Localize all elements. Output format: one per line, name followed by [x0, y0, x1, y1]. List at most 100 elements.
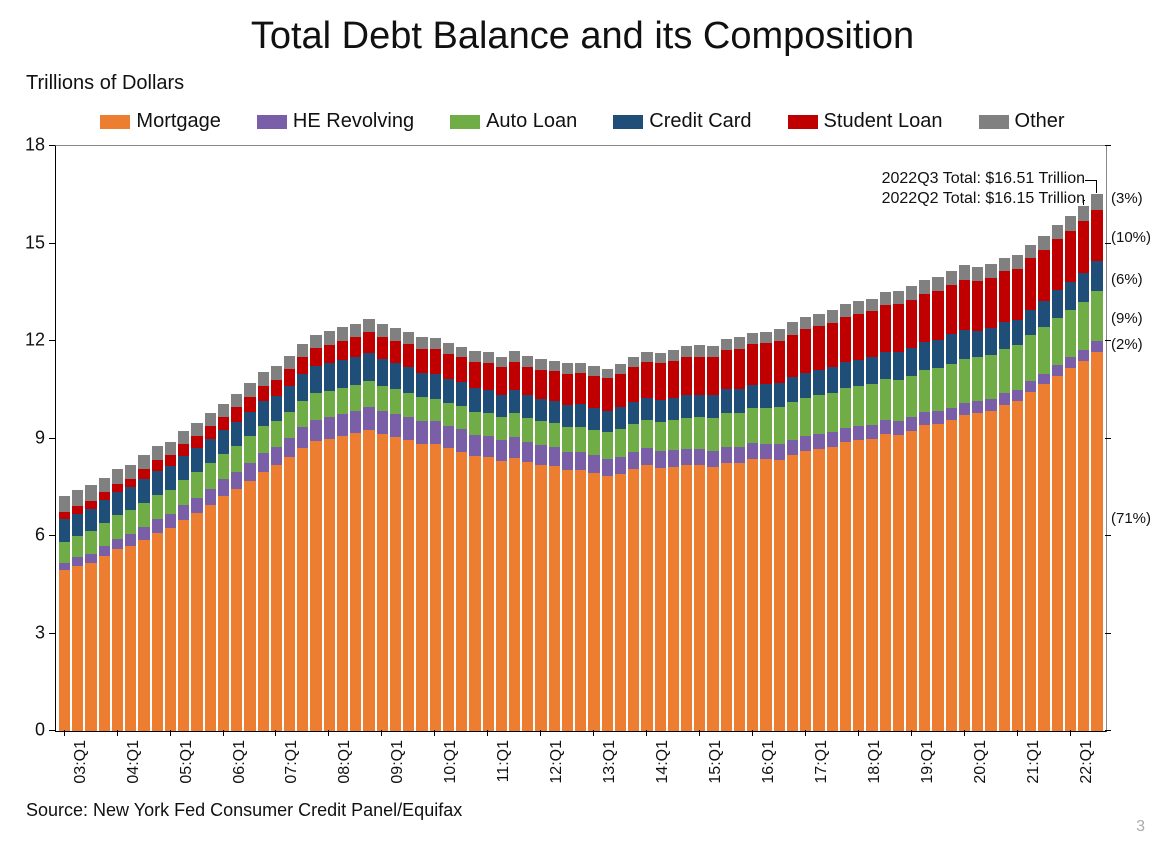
- bar-column: [985, 264, 996, 731]
- bar-segment: [774, 460, 785, 731]
- bar-segment: [668, 420, 679, 450]
- bar-column: [549, 361, 560, 731]
- bar-segment: [59, 563, 70, 571]
- bar-segment: [416, 349, 427, 372]
- bar-column: [178, 431, 189, 731]
- legend-item: Credit Card: [613, 110, 751, 133]
- x-tick-label: 05:Q1: [178, 740, 196, 790]
- bar-segment: [959, 415, 970, 731]
- bar-segment: [694, 465, 705, 731]
- bar-segment: [244, 481, 255, 731]
- bar-segment: [112, 549, 123, 731]
- bar-segment: [191, 498, 202, 514]
- bar-segment: [310, 420, 321, 441]
- x-tick-mark: [170, 730, 171, 736]
- bar-segment: [59, 542, 70, 563]
- bar-column: [707, 346, 718, 731]
- bar-column: [297, 344, 308, 731]
- x-tick-label: 21:Q1: [1025, 740, 1043, 790]
- legend-swatch: [613, 115, 643, 129]
- bar-segment: [1012, 401, 1023, 731]
- bar-segment: [231, 446, 242, 472]
- bar-column: [853, 301, 864, 731]
- bar-segment: [575, 470, 586, 731]
- bar-column: [509, 351, 520, 731]
- x-tick-label: 12:Q1: [548, 740, 566, 790]
- bar-segment: [946, 364, 957, 407]
- bar-segment: [747, 443, 758, 459]
- bar-segment: [456, 347, 467, 357]
- bar-segment: [178, 480, 189, 505]
- bar-segment: [562, 470, 573, 731]
- bar-segment: [694, 395, 705, 417]
- bar-segment: [205, 439, 216, 463]
- bar-segment: [668, 467, 679, 731]
- bar-segment: [880, 292, 891, 305]
- bar-segment: [1012, 269, 1023, 320]
- bar-column: [483, 352, 494, 731]
- legend-swatch: [450, 115, 480, 129]
- bar-column: [324, 331, 335, 731]
- bar-segment: [562, 452, 573, 471]
- bar-column: [694, 345, 705, 731]
- x-tick-label: 06:Q1: [231, 740, 249, 790]
- bar-segment: [880, 352, 891, 379]
- bar-segment: [191, 448, 202, 472]
- bar-segment: [271, 366, 282, 379]
- bar-segment: [893, 352, 904, 380]
- bar-segment: [787, 335, 798, 378]
- bar-column: [231, 394, 242, 731]
- bar-segment: [932, 340, 943, 369]
- bar-column: [760, 332, 771, 731]
- bar-segment: [602, 476, 613, 731]
- bar-segment: [271, 380, 282, 397]
- bar-segment: [932, 368, 943, 411]
- legend-item: HE Revolving: [257, 110, 414, 133]
- bar-segment: [59, 570, 70, 731]
- y-tick-mark: [1105, 730, 1111, 731]
- bar-segment: [310, 335, 321, 349]
- bar-segment: [655, 451, 666, 468]
- bar-segment: [959, 403, 970, 416]
- source-text: Source: New York Fed Consumer Credit Pan…: [26, 800, 462, 821]
- bar-segment: [985, 411, 996, 731]
- legend-swatch: [100, 115, 130, 129]
- bar-segment: [271, 396, 282, 421]
- page-number: 3: [1136, 818, 1145, 836]
- bar-segment: [496, 395, 507, 417]
- bar-segment: [602, 378, 613, 410]
- bar-segment: [787, 322, 798, 334]
- bar-segment: [218, 479, 229, 496]
- bar-segment: [760, 332, 771, 344]
- bar-segment: [615, 474, 626, 731]
- bar-segment: [377, 324, 388, 337]
- bar-segment: [483, 436, 494, 457]
- bar-segment: [734, 349, 745, 389]
- bars-container: [56, 146, 1106, 731]
- bar-segment: [125, 546, 136, 731]
- x-tick-label: 11:Q1: [495, 740, 513, 790]
- bar-segment: [919, 425, 930, 731]
- bar-column: [1012, 255, 1023, 731]
- bar-column: [456, 347, 467, 731]
- legend-item: Auto Loan: [450, 110, 577, 133]
- bar-segment: [906, 300, 917, 348]
- bar-segment: [297, 401, 308, 428]
- bar-segment: [165, 455, 176, 467]
- bar-segment: [284, 438, 295, 458]
- bar-segment: [840, 304, 851, 317]
- bar-segment: [959, 330, 970, 359]
- chart-container: Total Debt Balance and its Composition T…: [0, 0, 1165, 846]
- bar-segment: [827, 393, 838, 432]
- bar-segment: [985, 278, 996, 328]
- bar-segment: [99, 478, 110, 493]
- y-tick-mark: [49, 633, 55, 634]
- bar-column: [840, 304, 851, 731]
- bar-segment: [707, 357, 718, 396]
- bar-segment: [443, 379, 454, 403]
- bar-segment: [549, 447, 560, 466]
- y-tick-label: 6: [5, 525, 45, 546]
- bar-column: [919, 280, 930, 731]
- bar-segment: [972, 281, 983, 331]
- bar-segment: [588, 408, 599, 429]
